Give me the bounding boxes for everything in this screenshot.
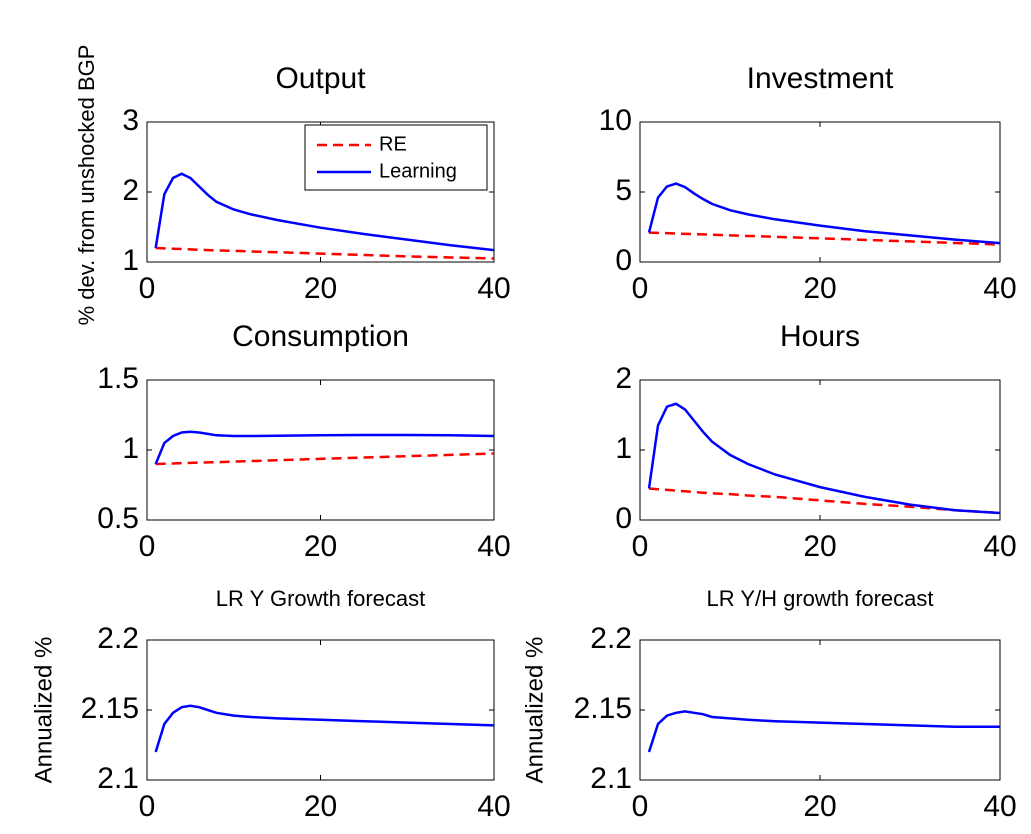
series-line (154, 430, 495, 465)
x-tick-label: 40 (477, 530, 510, 563)
series-line (647, 402, 1001, 515)
series-line (647, 710, 1000, 753)
y-tick-label: 2 (615, 362, 632, 395)
y-tick-label: 2.2 (97, 622, 139, 655)
series-line (648, 231, 1001, 246)
y-tick-label: 2.1 (97, 762, 139, 795)
series-line (154, 704, 495, 753)
x-tick-label: 0 (139, 530, 156, 563)
y-tick-label: 2.15 (574, 692, 632, 725)
y-tick-label: 2.15 (81, 692, 139, 725)
series-line (155, 246, 495, 260)
y-tick-label: 0 (615, 244, 632, 277)
y-tick-label: 1 (615, 432, 632, 465)
axes-box (146, 639, 495, 781)
y-tick-label: 2 (122, 174, 139, 207)
x-tick-label: 20 (803, 790, 836, 823)
axes-box (639, 639, 1001, 781)
x-tick-label: 20 (304, 790, 337, 823)
y-tick-label: 3 (122, 104, 139, 137)
subplot-title: Consumption (232, 320, 409, 353)
series-line (154, 172, 495, 252)
x-tick-label: 40 (477, 790, 510, 823)
axes-box (639, 379, 1001, 521)
series-line (648, 487, 1001, 515)
x-tick-label: 40 (983, 530, 1016, 563)
x-tick-label: 0 (632, 272, 649, 305)
y-tick-label: 0.5 (97, 502, 139, 535)
y-tick-label: 2.2 (590, 622, 632, 655)
subplot-title: Output (275, 62, 366, 95)
x-tick-label: 40 (477, 272, 510, 305)
legend-label: Learning (379, 160, 457, 182)
series-line (647, 182, 1001, 245)
y-tick-label: 1 (122, 244, 139, 277)
subplot-title: Investment (747, 62, 894, 95)
y-axis-label: % dev. from unshocked BGP (74, 45, 99, 326)
subplot-title: LR Y/H growth forecast (706, 586, 933, 611)
y-tick-label: 1.5 (97, 362, 139, 395)
x-tick-label: 40 (983, 790, 1016, 823)
y-tick-label: 1 (122, 432, 139, 465)
y-tick-label: 2.1 (590, 762, 632, 795)
x-tick-label: 20 (304, 272, 337, 305)
subplot-title: Hours (780, 320, 860, 353)
x-tick-label: 0 (139, 790, 156, 823)
legend-box (304, 124, 488, 191)
x-tick-label: 0 (139, 272, 156, 305)
subplot-title: LR Y Growth forecast (216, 586, 426, 611)
x-tick-label: 20 (803, 530, 836, 563)
y-axis-label: Annualized % (30, 637, 57, 784)
y-tick-label: 10 (599, 104, 632, 137)
y-tick-label: 5 (615, 174, 632, 207)
series-line (155, 452, 495, 466)
x-tick-label: 20 (803, 272, 836, 305)
axes-box (146, 379, 495, 521)
x-tick-label: 40 (983, 272, 1016, 305)
x-tick-label: 20 (304, 530, 337, 563)
y-tick-label: 0 (615, 502, 632, 535)
x-tick-label: 0 (632, 530, 649, 563)
legend-label: RE (379, 133, 407, 155)
x-tick-label: 0 (632, 790, 649, 823)
y-axis-label: Annualized % (521, 637, 548, 784)
